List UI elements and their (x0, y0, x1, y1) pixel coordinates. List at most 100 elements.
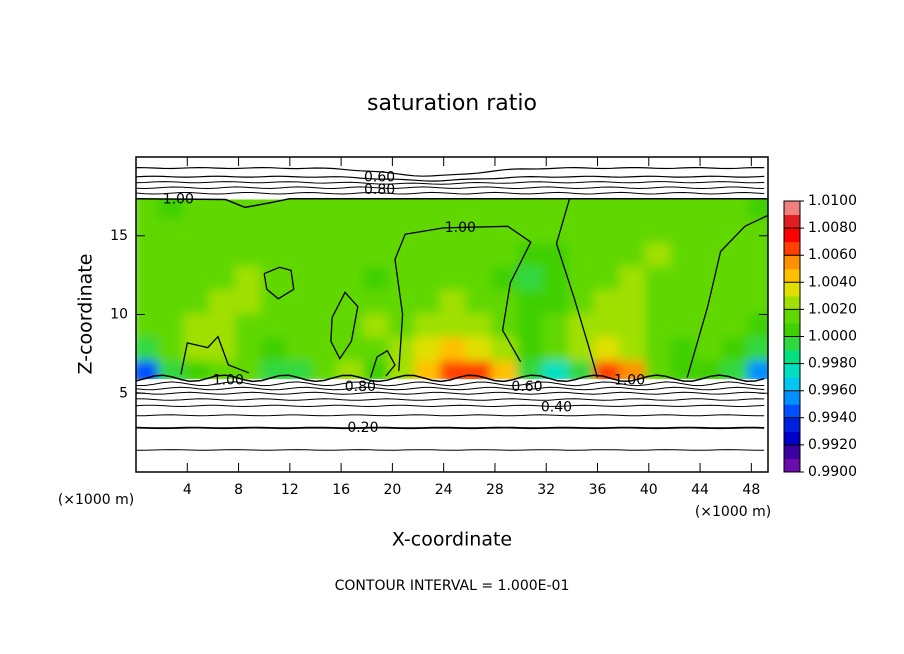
colorbar-band (784, 201, 800, 216)
heat-cell (747, 283, 768, 314)
colorbar-tick-label: 0.9900 (808, 464, 857, 480)
contour-label: 1.00 (213, 373, 244, 389)
colorbar-band (784, 336, 800, 351)
colorbar-band (784, 282, 800, 297)
x-tick-label: 48 (742, 482, 760, 498)
heat-cell (414, 199, 448, 220)
heat-cell (747, 199, 768, 220)
heat-cell (568, 199, 602, 220)
colorbar-band (784, 363, 800, 378)
colorbar-tick-label: 1.0060 (808, 247, 857, 263)
contour-line (135, 374, 765, 383)
footer-note: CONTOUR INTERVAL = 1.000E-01 (335, 578, 570, 594)
contour-label: 0.40 (541, 399, 572, 415)
contour-label: 0.20 (347, 420, 378, 436)
contour-line (135, 181, 765, 185)
colorbar-band (784, 404, 800, 419)
colorbar-band (784, 350, 800, 365)
colorbar-band (784, 309, 800, 324)
contour-line (135, 404, 765, 408)
colorbar-band (784, 444, 800, 459)
contour-label: 1.00 (163, 192, 194, 208)
contour-line (180, 335, 250, 375)
x-tick-label: 8 (234, 482, 243, 498)
x-tick-label: 16 (332, 482, 350, 498)
x-tick-label: 40 (640, 482, 658, 498)
contour-line (369, 349, 396, 378)
contour-line (135, 398, 765, 401)
x-tick-label: 4 (183, 482, 192, 498)
colorbar-band (784, 268, 800, 283)
field (136, 199, 768, 380)
y-axis-label: Z-coordinate (75, 254, 97, 375)
contour-line (135, 166, 765, 177)
contour-label: 1.00 (614, 373, 645, 389)
contour-line (135, 186, 765, 190)
colorbar-band (784, 295, 800, 310)
x-tick-label: 20 (383, 482, 401, 498)
heat-cell (439, 199, 474, 220)
contour-label: 0.80 (364, 182, 395, 198)
heat-cell (285, 199, 320, 220)
colorbar-tick-label: 0.9920 (808, 437, 857, 453)
contour-line (135, 386, 765, 391)
colorbar-tick-label: 1.0100 (808, 193, 857, 209)
colorbar-band (784, 214, 800, 229)
contour-line (135, 426, 765, 430)
z-unit-label: (×1000 m) (58, 492, 134, 508)
heat-cell (619, 199, 653, 220)
contour-line (263, 266, 295, 300)
heat-cell (362, 199, 397, 220)
colorbar-tick-label: 0.9960 (808, 383, 857, 399)
contour-line (135, 191, 765, 195)
colorbar-tick-label: 0.9980 (808, 356, 857, 372)
contour-label: 0.60 (511, 379, 542, 395)
contour-label: 0.60 (364, 169, 395, 185)
heat-cell (183, 199, 217, 220)
contour-line (136, 449, 765, 451)
chart-title: saturation ratio (367, 91, 537, 116)
heat-cell (747, 260, 768, 291)
contour-line (330, 291, 359, 360)
colorbar-tick-label: 0.9940 (808, 410, 857, 426)
y-tick-label: 5 (119, 385, 128, 401)
x-tick-label: 32 (537, 482, 555, 498)
x-axis-label: X-coordinate (392, 529, 512, 551)
colorbar-tick-label: 1.0080 (808, 220, 857, 236)
heat-cell (311, 199, 345, 220)
contour-line (135, 414, 765, 417)
contour-line (394, 225, 532, 372)
heat-cell (747, 236, 768, 267)
x-tick-label: 24 (435, 482, 453, 498)
colorbar-tick-label: 1.0020 (808, 301, 857, 317)
colorbar-band (784, 255, 800, 270)
heat-cell (593, 199, 627, 220)
contour-line (135, 197, 768, 209)
x-tick-label: 36 (589, 482, 607, 498)
x-tick-label: 12 (281, 482, 299, 498)
contour-line (136, 381, 765, 387)
colorbar-tick-label: 1.0000 (808, 329, 857, 345)
x-tick-label: 28 (486, 482, 504, 498)
colorbar-band (784, 431, 800, 446)
colorbar-band (784, 377, 800, 392)
contour-label: 0.80 (345, 379, 376, 395)
heat-cell (465, 199, 499, 220)
contour-label: 1.00 (445, 220, 476, 236)
colorbar-band (784, 458, 800, 473)
contour-line (555, 199, 599, 378)
contour-line (135, 391, 765, 395)
contour-line (686, 214, 769, 378)
heat-cell (337, 199, 371, 220)
heat-cell (747, 331, 768, 361)
x-unit-label: (×1000 m) (695, 504, 771, 520)
colorbar-band (784, 390, 800, 405)
heat-cell (491, 199, 525, 220)
colorbar-band (784, 241, 800, 256)
heat-cell (516, 199, 551, 220)
colorbar-band (784, 417, 800, 432)
heat-cell (644, 199, 679, 220)
heat-cell (388, 199, 422, 220)
heat-cell (157, 199, 192, 220)
